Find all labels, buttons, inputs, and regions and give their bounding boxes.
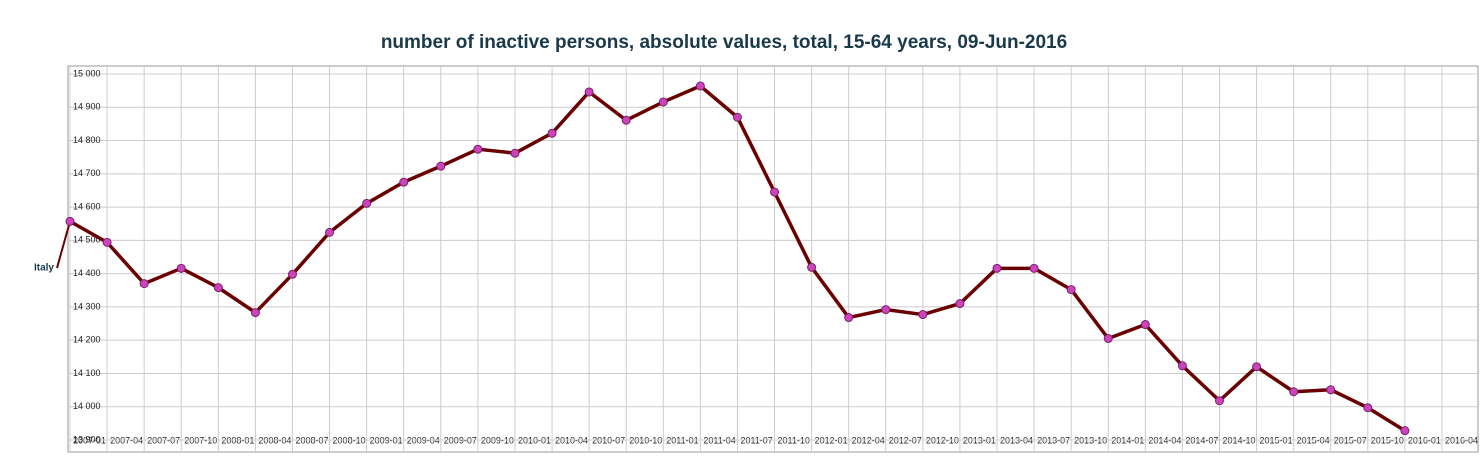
point	[695, 81, 705, 91]
point	[1252, 362, 1262, 372]
point	[918, 310, 928, 320]
point	[1066, 285, 1076, 295]
point	[658, 97, 668, 107]
y-tick-label: 14 100	[73, 368, 101, 378]
y-tick-label: 14 600	[73, 201, 101, 211]
point	[1029, 263, 1039, 273]
point	[1289, 387, 1299, 397]
point	[547, 128, 557, 138]
point	[65, 216, 75, 226]
y-tick-label: 14 800	[73, 135, 101, 145]
point	[250, 308, 260, 318]
point	[510, 148, 520, 158]
y-tick-label: 14 300	[73, 301, 101, 311]
y-tick-label: 14 000	[73, 401, 101, 411]
y-tick-label: 14 200	[73, 335, 101, 345]
plot-area	[67, 65, 1479, 453]
point	[362, 198, 372, 208]
point	[955, 299, 965, 309]
y-tick-label: 14 500	[73, 235, 101, 245]
point	[1103, 334, 1113, 344]
point	[732, 112, 742, 122]
point	[436, 161, 446, 171]
point	[473, 144, 483, 154]
point	[621, 115, 631, 125]
label-connector	[56, 221, 71, 269]
point	[176, 263, 186, 273]
point	[807, 262, 817, 272]
y-tick-label: 15 000	[73, 68, 101, 78]
point	[102, 237, 112, 247]
chart-title: number of inactive persons, absolute val…	[381, 32, 1067, 53]
point	[844, 313, 854, 323]
point	[992, 263, 1002, 273]
point	[1326, 385, 1336, 395]
y-tick-label: 14 900	[73, 102, 101, 112]
point	[139, 279, 149, 289]
point	[1177, 361, 1187, 371]
point	[881, 305, 891, 315]
point	[213, 283, 223, 293]
point	[1363, 403, 1373, 413]
point	[1140, 320, 1150, 330]
point	[770, 187, 780, 197]
y-tick-label: 14 700	[73, 168, 101, 178]
point	[399, 177, 409, 187]
point	[325, 227, 335, 237]
point	[287, 269, 297, 279]
legend-label: Italy	[34, 263, 54, 274]
point	[1400, 426, 1410, 436]
y-tick-label: 14 400	[73, 268, 101, 278]
y-tick-label: 13 900	[73, 434, 101, 444]
point	[584, 87, 594, 97]
point	[1214, 396, 1224, 406]
